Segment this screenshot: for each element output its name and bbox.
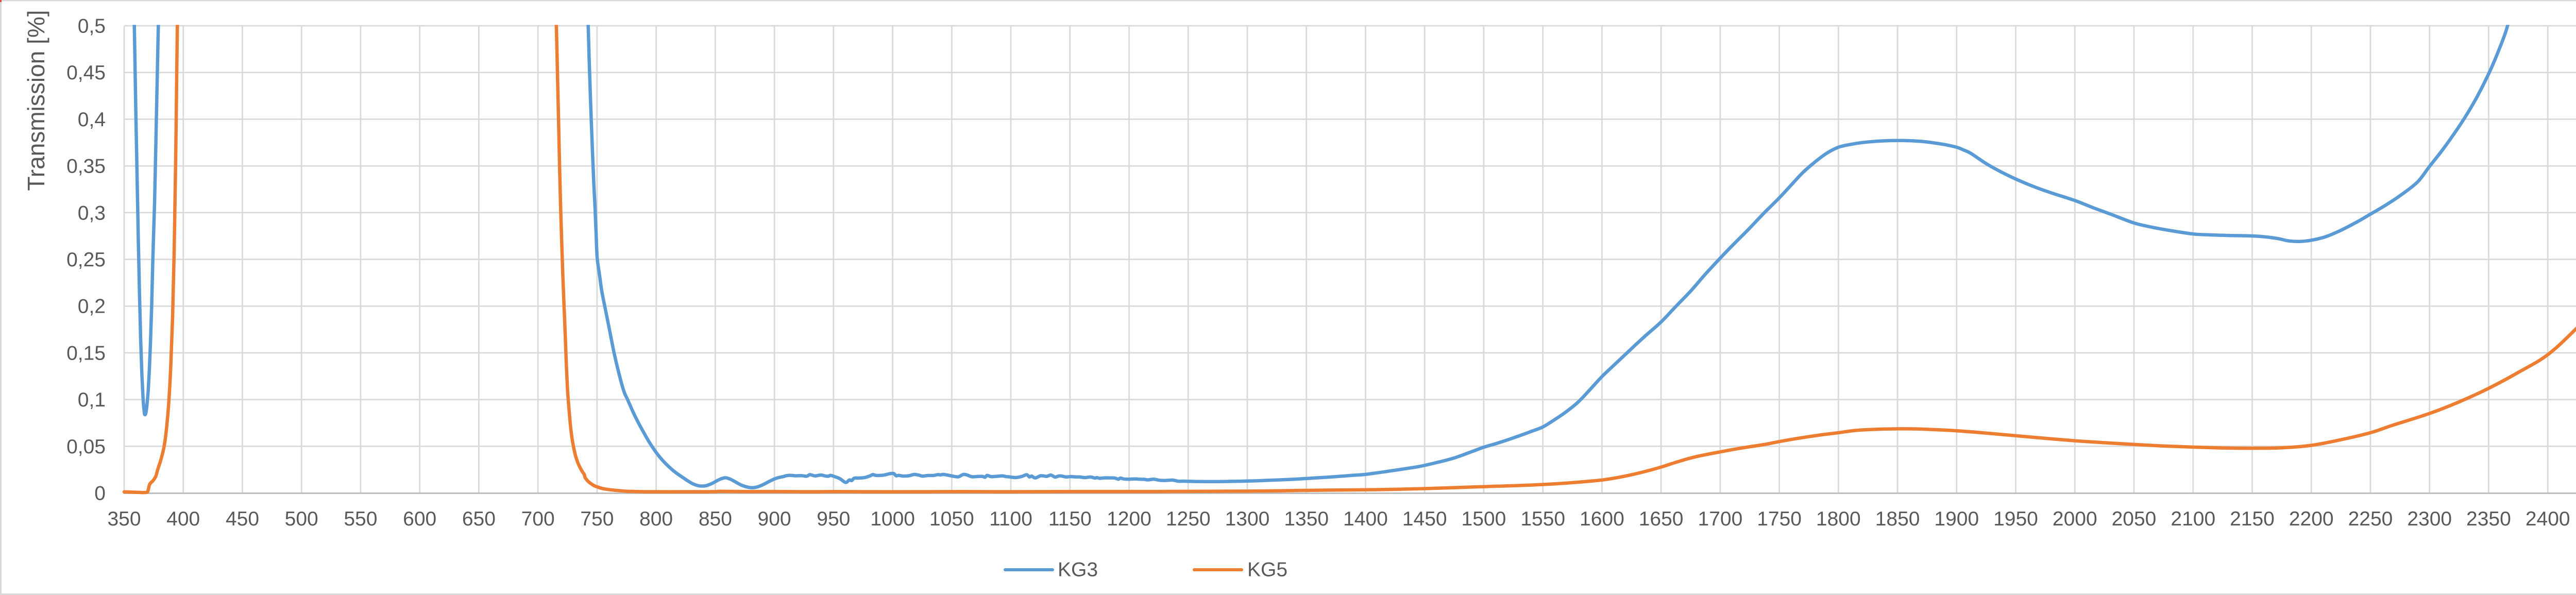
svg-text:0,35: 0,35 [66, 156, 106, 178]
svg-text:1700: 1700 [1698, 508, 1743, 530]
svg-text:2250: 2250 [2348, 508, 2393, 530]
svg-text:2050: 2050 [2112, 508, 2157, 530]
svg-text:0,25: 0,25 [66, 249, 106, 271]
svg-text:KG3: KG3 [1058, 559, 1098, 581]
svg-text:2100: 2100 [2171, 508, 2215, 530]
svg-text:1900: 1900 [1934, 508, 1979, 530]
svg-text:1250: 1250 [1166, 508, 1211, 530]
svg-text:0,05: 0,05 [66, 436, 106, 458]
svg-text:2200: 2200 [2289, 508, 2334, 530]
svg-text:0,45: 0,45 [66, 62, 106, 84]
svg-text:550: 550 [344, 508, 377, 530]
svg-text:1200: 1200 [1107, 508, 1151, 530]
svg-text:1400: 1400 [1343, 508, 1388, 530]
svg-text:1000: 1000 [870, 508, 915, 530]
svg-text:650: 650 [462, 508, 496, 530]
svg-text:0,1: 0,1 [78, 389, 106, 411]
svg-text:0,15: 0,15 [66, 342, 106, 364]
svg-text:2350: 2350 [2466, 508, 2511, 530]
svg-text:1350: 1350 [1284, 508, 1329, 530]
svg-text:0,3: 0,3 [78, 202, 106, 224]
svg-text:1450: 1450 [1402, 508, 1447, 530]
svg-text:1300: 1300 [1225, 508, 1270, 530]
svg-text:1550: 1550 [1520, 508, 1565, 530]
svg-text:1850: 1850 [1875, 508, 1920, 530]
svg-text:KG5: KG5 [1247, 559, 1287, 581]
svg-text:2000: 2000 [2053, 508, 2097, 530]
svg-text:2300: 2300 [2407, 508, 2452, 530]
svg-text:1500: 1500 [1462, 508, 1506, 530]
svg-text:0,2: 0,2 [78, 296, 106, 318]
svg-text:1050: 1050 [929, 508, 974, 530]
svg-text:0,4: 0,4 [78, 109, 106, 131]
svg-text:850: 850 [699, 508, 732, 530]
svg-text:1950: 1950 [1993, 508, 2038, 530]
svg-text:800: 800 [639, 508, 673, 530]
svg-text:350: 350 [107, 508, 141, 530]
svg-text:600: 600 [403, 508, 436, 530]
svg-text:0: 0 [94, 483, 106, 505]
svg-text:2400: 2400 [2526, 508, 2570, 530]
svg-text:450: 450 [226, 508, 259, 530]
svg-text:1800: 1800 [1816, 508, 1861, 530]
svg-text:400: 400 [166, 508, 200, 530]
svg-text:950: 950 [817, 508, 850, 530]
svg-text:0,5: 0,5 [78, 15, 106, 38]
svg-text:1750: 1750 [1757, 508, 1802, 530]
svg-text:1150: 1150 [1048, 508, 1092, 530]
svg-text:750: 750 [580, 508, 614, 530]
svg-text:700: 700 [521, 508, 555, 530]
svg-text:500: 500 [285, 508, 318, 530]
svg-text:2150: 2150 [2230, 508, 2275, 530]
svg-text:Transmission [%]: Transmission [%] [23, 10, 49, 191]
svg-text:1100: 1100 [989, 508, 1032, 530]
svg-text:1650: 1650 [1639, 508, 1684, 530]
svg-text:900: 900 [758, 508, 791, 530]
svg-text:1600: 1600 [1580, 508, 1624, 530]
